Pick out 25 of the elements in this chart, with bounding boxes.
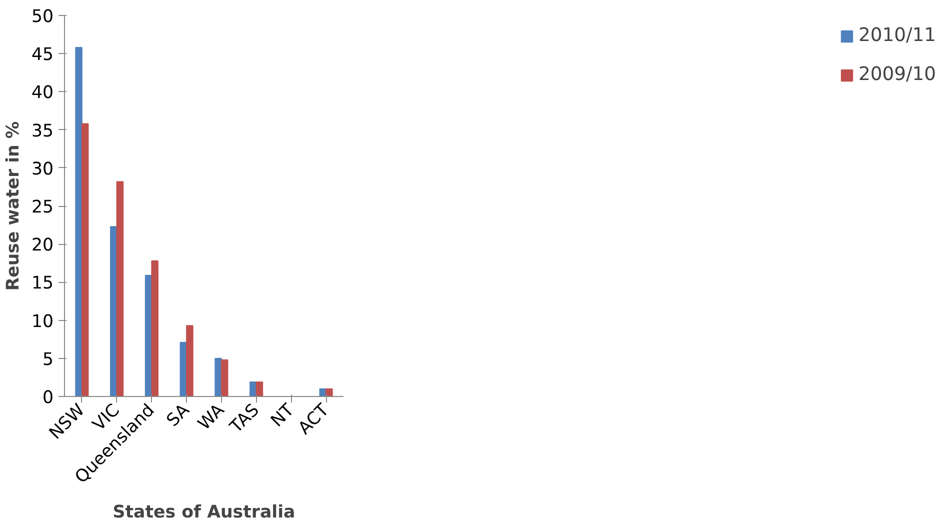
- bar: [326, 388, 333, 396]
- bar: [75, 47, 82, 396]
- bar: [151, 260, 158, 396]
- y-tick-label: 40: [31, 83, 54, 104]
- x-tick-label: SA: [163, 400, 194, 431]
- y-tick-label: 50: [31, 7, 54, 27]
- bar: [81, 123, 89, 396]
- legend-label: 2010/11: [858, 25, 936, 46]
- x-axis-title: States of Australia: [112, 502, 296, 523]
- y-tick-label: 25: [31, 198, 54, 218]
- bar: [186, 325, 194, 396]
- legend-label: 2009/10: [858, 64, 936, 85]
- y-tick-label: 0: [42, 388, 54, 408]
- y-tick-label: 15: [31, 274, 54, 294]
- bar: [220, 359, 228, 396]
- y-tick-label: 35: [31, 121, 54, 142]
- x-tick-label: NT: [267, 400, 299, 432]
- y-tick-label: 45: [31, 45, 54, 66]
- y-tick-label: 10: [31, 312, 54, 332]
- y-tick-label: 30: [31, 159, 54, 180]
- bar: [116, 181, 124, 396]
- y-tick-label: 5: [42, 350, 54, 370]
- y-tick-label: 20: [31, 236, 54, 256]
- bar: [256, 382, 264, 396]
- y-axis-title: Reuse water in %: [3, 121, 24, 291]
